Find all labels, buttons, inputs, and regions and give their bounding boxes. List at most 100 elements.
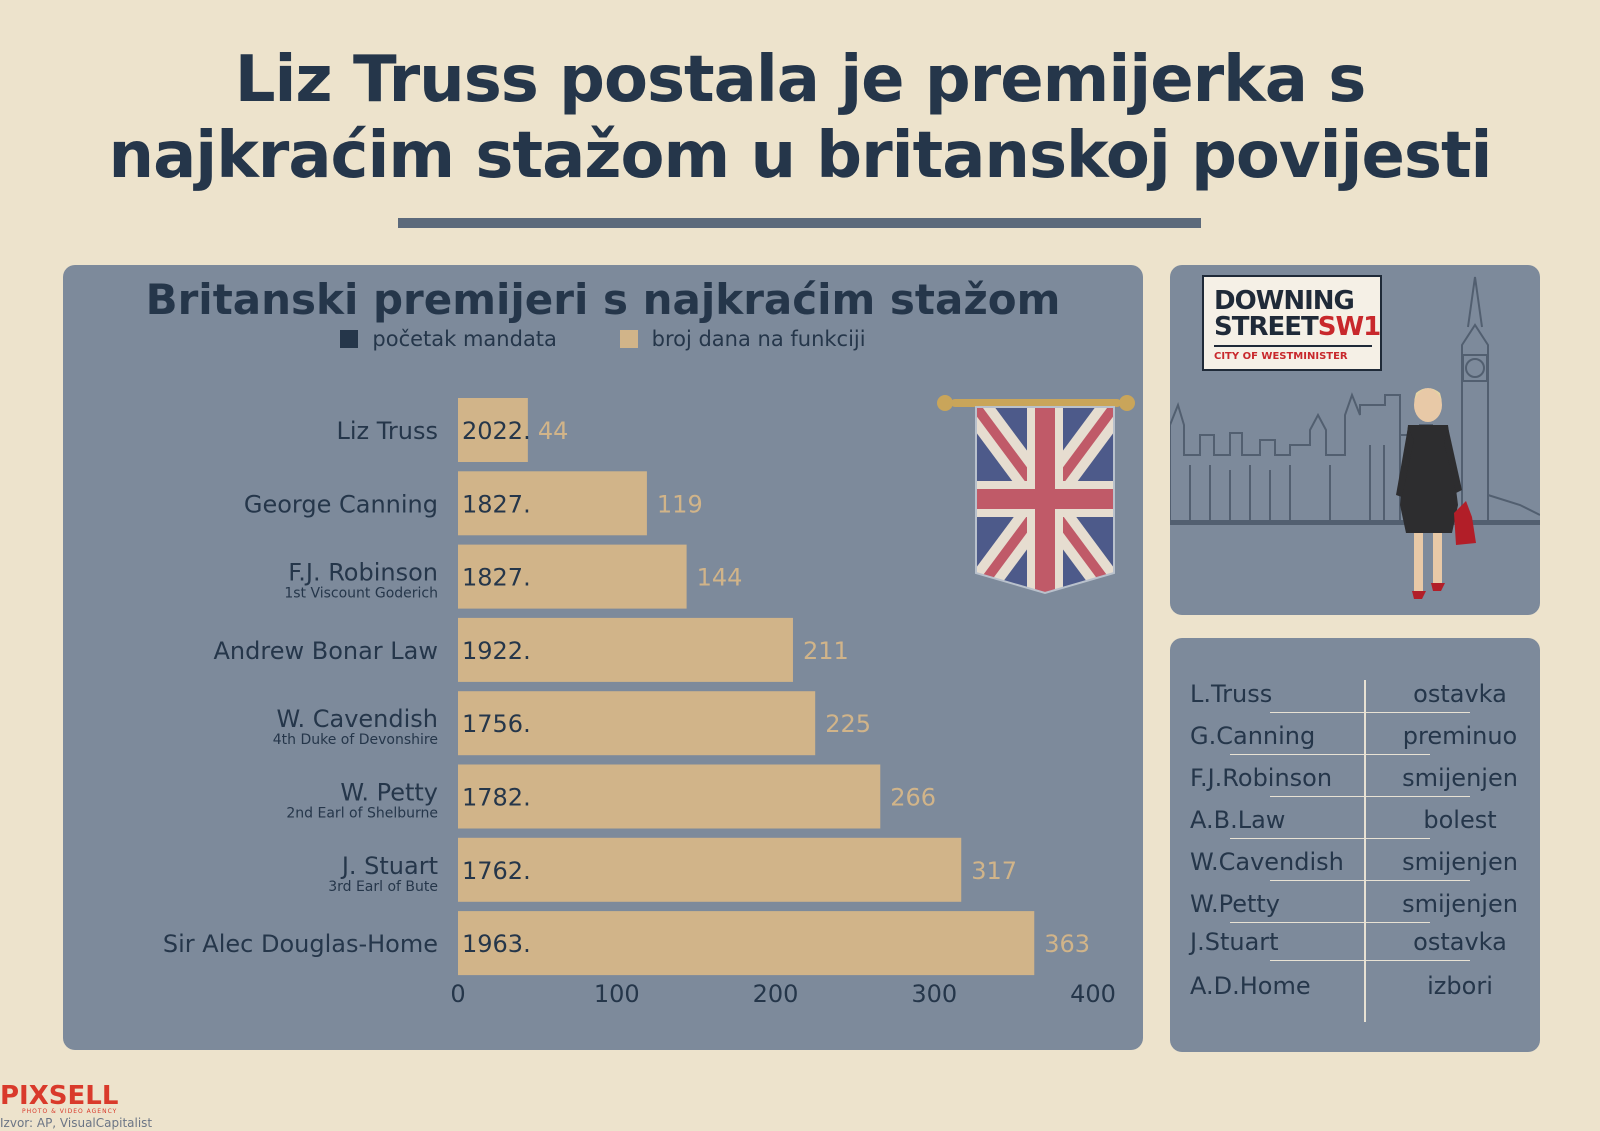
downing-street-photo: DOWNING STREETSW1 CITY OF WESTMINISTER	[1170, 265, 1540, 615]
table-row-divider	[1270, 960, 1470, 961]
category-label: F.J. Robinson	[288, 559, 438, 587]
legend-label-days: broj dana na funkciji	[651, 327, 866, 351]
category-sublabel: 4th Duke of Devonshire	[273, 732, 438, 748]
page-title: Liz Truss postala je premijerka s najkra…	[0, 42, 1600, 194]
bar-year-label: 1762.	[462, 857, 531, 885]
category-sublabel: 2nd Earl of Shelburne	[286, 806, 438, 822]
x-tick-label: 100	[594, 980, 640, 1008]
x-tick-label: 300	[911, 980, 957, 1008]
table-row: L.Truss ostavka	[1190, 680, 1530, 710]
bar-year-label: 1963.	[462, 930, 531, 958]
sign-rule	[1214, 345, 1372, 347]
exit-reason: smijenjen	[1402, 764, 1518, 792]
category-label: W. Cavendish	[277, 705, 439, 733]
exit-reason: izbori	[1427, 972, 1493, 1000]
chart-title: Britanski premijeri s najkraćim stažom	[145, 275, 1061, 324]
bar-value-label: 363	[1044, 930, 1090, 958]
bars-layer: 2022. 44 Liz Truss 1827. 119 George Canning 18…	[163, 398, 1116, 1008]
bar-year-label: 1827.	[462, 564, 531, 592]
exit-reasons-table: L.Truss ostavka G.Canning preminuo F.J.Robin…	[1170, 638, 1540, 1052]
category-label: Sir Alec Douglas-Home	[163, 930, 438, 958]
westminster-skyline-icon	[1170, 276, 1540, 599]
legend-item-days: broj dana na funkciji	[619, 327, 866, 351]
bar-value-label: 119	[657, 490, 703, 518]
woman-figure-icon	[1396, 388, 1476, 599]
bar-1	[458, 471, 647, 536]
sign-subtitle: CITY OF WESTMINISTER	[1214, 351, 1348, 362]
sign-street: STREET	[1214, 312, 1319, 342]
bar-year-label: 1827.	[462, 490, 531, 518]
bar-3	[458, 617, 793, 682]
bar-year-label: 1782.	[462, 784, 531, 812]
table-row: G.Canning preminuo	[1190, 722, 1530, 752]
sign-line-2: STREETSW1	[1214, 312, 1381, 342]
category-label: Andrew Bonar Law	[214, 637, 439, 665]
table-row: F.J.Robinson smijenjen	[1190, 764, 1530, 794]
bar-year-label: 1756.	[462, 710, 531, 738]
category-sublabel: 1st Viscount Goderich	[284, 586, 438, 602]
table-row-divider	[1270, 796, 1470, 797]
table-row: A.B.Law bolest	[1190, 806, 1530, 836]
pixsell-logo-subtitle: PHOTO & VIDEO AGENCY	[22, 1108, 118, 1115]
bar-value-label: 144	[697, 564, 743, 592]
pm-name: W.Cavendish	[1190, 848, 1344, 876]
category-label: J. Stuart	[340, 852, 438, 880]
pm-name: A.D.Home	[1190, 972, 1311, 1000]
table-row-divider	[1270, 712, 1470, 713]
title-underline	[398, 218, 1201, 228]
bar-chart: 2022. 44 Liz Truss 1827. 119 George Canning 18…	[163, 395, 1135, 1008]
category-label: Liz Truss	[337, 417, 438, 445]
legend-item-start: početak mandata	[340, 327, 557, 351]
bar-2	[458, 544, 687, 609]
pixsell-logo: PIXSELL	[0, 1081, 119, 1111]
table-row: W.Cavendish smijenjen	[1190, 848, 1530, 878]
sign-sw1: SW1	[1317, 312, 1381, 342]
bar-6	[458, 837, 962, 902]
source-note: Izvor: AP, VisualCapitalist	[0, 1116, 153, 1130]
bar-value-label: 44	[538, 417, 569, 445]
table-row-divider	[1230, 754, 1430, 755]
pm-name: F.J.Robinson	[1190, 764, 1333, 792]
category-sublabel: 3rd Earl of Bute	[328, 879, 438, 895]
bar-value-label: 317	[971, 857, 1017, 885]
exit-reason: ostavka	[1413, 928, 1507, 956]
table-row: A.D.Home izbori	[1190, 972, 1530, 1002]
x-tick-label: 0	[450, 980, 465, 1008]
chart-legend: početak mandata broj dana na funkciji	[63, 327, 1143, 353]
legend-label-start: početak mandata	[372, 327, 557, 351]
legend-swatch-tan	[619, 330, 638, 348]
bar-value-label: 266	[890, 784, 936, 812]
exit-reason: smijenjen	[1402, 848, 1518, 876]
pm-name: G.Canning	[1190, 722, 1316, 750]
table-row: W.Petty smijenjen	[1190, 890, 1530, 920]
bar-5	[458, 764, 881, 829]
bar-year-label: 1922.	[462, 637, 531, 665]
bar-year-label: 2022.	[462, 417, 531, 445]
table-divider	[1364, 680, 1366, 1022]
bar-7	[458, 911, 1035, 976]
union-jack-banner-icon	[937, 395, 1135, 595]
table-row-divider	[1270, 880, 1470, 881]
chart-panel: Britanski premijeri s najkraćim stažom p…	[63, 265, 1143, 1050]
category-label: W. Petty	[340, 779, 438, 807]
bar-4	[458, 691, 816, 756]
pm-name: J.Stuart	[1190, 928, 1279, 956]
exit-reason: preminuo	[1402, 722, 1518, 750]
title-line-2: najkraćim stažom u britanskoj povijesti	[108, 119, 1493, 193]
downing-street-sign: DOWNING STREETSW1 CITY OF WESTMINISTER	[1202, 275, 1382, 371]
exit-reason: ostavka	[1413, 680, 1507, 708]
bar-value-label: 225	[825, 710, 871, 738]
table-row: J.Stuart ostavka	[1190, 928, 1530, 958]
pm-name: A.B.Law	[1190, 806, 1286, 834]
exit-reason: smijenjen	[1402, 890, 1518, 918]
bar-value-label: 211	[803, 637, 849, 665]
table-row-divider	[1230, 838, 1430, 839]
table-row-divider	[1230, 922, 1430, 923]
pm-name: L.Truss	[1190, 680, 1273, 708]
legend-swatch-dark	[340, 330, 359, 348]
title-line-1: Liz Truss postala je premijerka s	[234, 43, 1367, 117]
x-tick-label: 400	[1070, 980, 1116, 1008]
sign-line-1: DOWNING	[1214, 286, 1355, 316]
exit-reason: bolest	[1423, 806, 1497, 834]
x-tick-label: 200	[753, 980, 799, 1008]
